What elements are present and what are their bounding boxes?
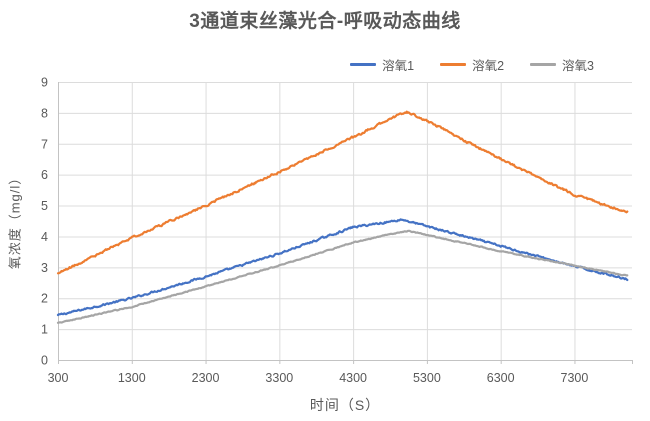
legend: 溶氧1 溶氧2 溶氧3 [350,55,594,74]
y-tick-label: 2 [41,292,48,306]
y-tick-label: 8 [41,106,48,120]
series-line-溶氧2 [56,110,629,275]
legend-item-series1: 溶氧1 [350,55,414,74]
x-tick-label: 6300 [487,371,515,385]
legend-label-series3: 溶氧3 [562,59,594,73]
x-tick-label: 300 [48,371,69,385]
y-tick-label: 3 [41,261,48,275]
legend-label-series2: 溶氧2 [472,59,505,73]
y-tick-label: 5 [41,199,48,213]
series-line-溶氧3 [56,229,629,324]
y-tick-label: 0 [41,354,48,368]
series-line-溶氧1 [56,218,629,317]
legend-item-series3: 溶氧3 [530,55,594,74]
x-axis-title: 时间（S） [309,397,381,413]
chart-title: 3通道束丝藻光合-呼吸动态曲线 [189,11,461,32]
axes [58,82,633,364]
x-tick-label: 7300 [561,371,589,385]
legend-label-series1: 溶氧1 [382,59,415,73]
x-tick-label: 3300 [265,371,293,385]
series2-line-swatch [440,63,467,66]
x-tick-label: 4300 [339,371,367,385]
x-tick-label: 2300 [192,371,220,385]
x-tick-label: 5300 [413,371,441,385]
y-tick-label: 9 [41,76,48,90]
series-lines [56,110,629,324]
tick-labels: 0 1 2 3 4 5 6 7 8 9 300 1300 2300 3300 4300 5300 6300 730… [41,76,588,386]
gridlines [58,82,632,360]
x-tick-label: 1300 [118,371,146,385]
y-axis-title: 氧浓度（mg/l） [7,170,23,270]
y-tick-label: 6 [41,168,48,182]
y-tick-label: 4 [41,230,48,244]
legend-item-series2: 溶氧2 [440,55,504,74]
series3-line-swatch [530,63,557,66]
y-tick-label: 1 [41,323,48,337]
y-tick-label: 7 [41,137,48,151]
series1-line-swatch [350,63,377,66]
